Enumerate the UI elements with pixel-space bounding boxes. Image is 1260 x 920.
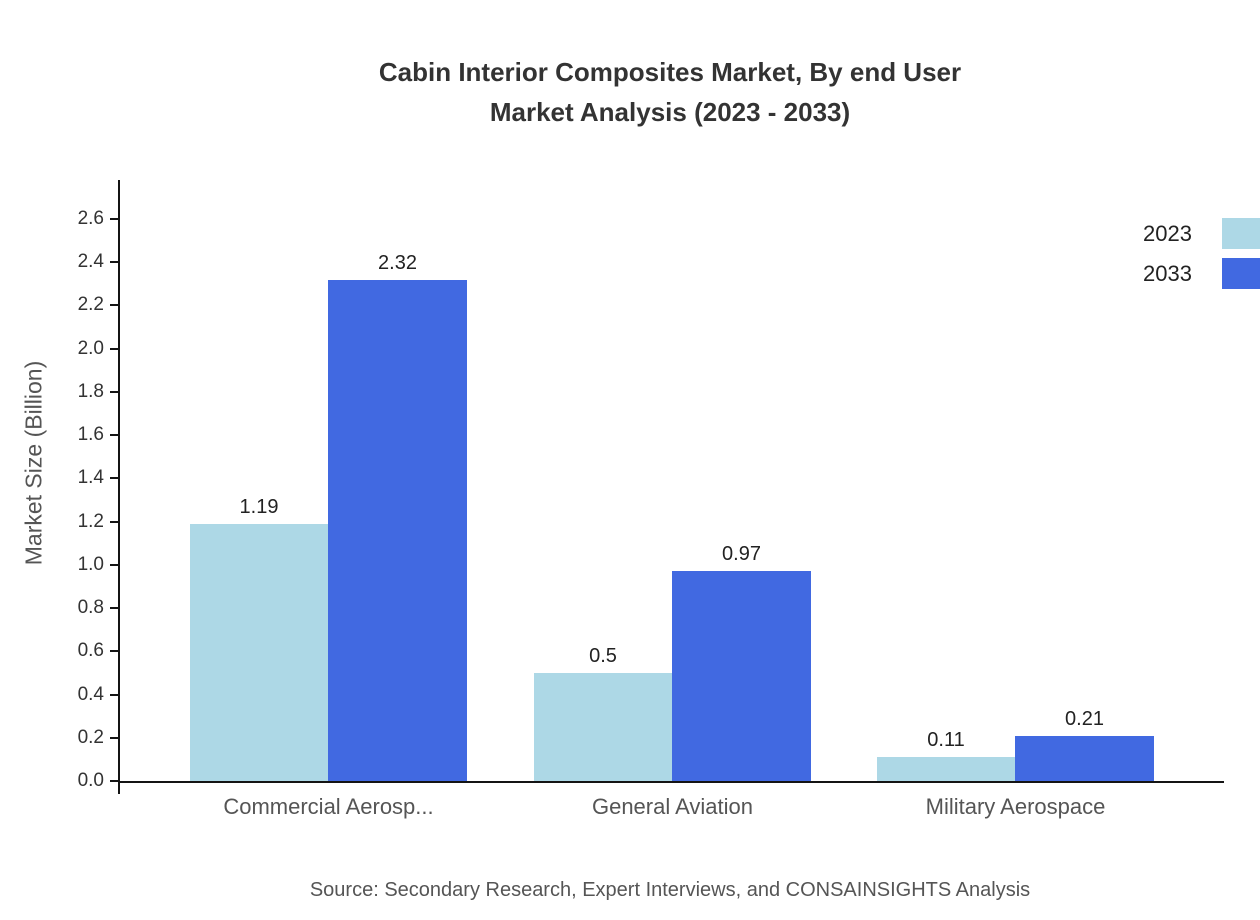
category-label: General Aviation: [591, 794, 754, 819]
bar-cell: 2.32: [328, 252, 467, 781]
x-axis-tick: [118, 781, 120, 794]
y-tick: [110, 390, 120, 393]
y-tick-label: 0.2: [77, 726, 104, 748]
y-tick-label: 2.6: [77, 208, 104, 229]
bar-cell: 1.19: [190, 496, 328, 781]
bar-value-label: 0.5: [589, 644, 617, 667]
legend: 2023 2033: [1143, 218, 1260, 289]
source-note: Source: Secondary Research, Expert Inter…: [309, 879, 1031, 901]
bar-cell: 0.21: [1015, 708, 1154, 781]
y-tick-label: 2.2: [77, 294, 104, 316]
category-label: Military Aerospace: [925, 794, 1106, 819]
y-tick-label: 1.8: [77, 380, 104, 402]
bar-cell: 0.5: [534, 645, 672, 781]
y-tick-label: 1.2: [77, 510, 104, 532]
y-tick: [110, 304, 120, 307]
y-tick: [110, 477, 120, 480]
y-tick-label: 2.0: [77, 337, 104, 359]
y-tick: [110, 347, 120, 350]
y-tick: [110, 520, 120, 523]
y-tick: [110, 261, 120, 264]
y-tick-label: 0.8: [77, 597, 104, 619]
bar-group: 0.11 0.21: [877, 180, 1154, 781]
y-tick: [110, 607, 120, 610]
bar-value-label: 1.19: [239, 495, 279, 518]
legend-row: 2023: [1143, 218, 1260, 249]
bar-2033: [672, 571, 811, 781]
y-tick: [110, 693, 120, 696]
plot-area: 0.0 0.2 0.4 0.6 0.8 1.0 1.2 1.4 1.6 1.8 2.0 2.2 2.4 2…: [78, 180, 1224, 819]
y-tick-label: 1.4: [77, 467, 104, 489]
chart-title-line2: Market Analysis (2023 - 2033): [489, 97, 851, 127]
y-tick: [110, 434, 120, 437]
legend-label: 2033: [1143, 260, 1192, 286]
y-tick-label: 1.6: [77, 424, 104, 446]
y-tick: [110, 736, 120, 739]
bar-cell: 0.11: [877, 729, 1015, 781]
y-tick: [110, 780, 120, 782]
y-tick: [110, 218, 120, 220]
bar-2023: [877, 757, 1015, 781]
y-tick-label: 0.6: [77, 640, 104, 662]
legend-swatch: [1222, 218, 1260, 249]
y-tick-label: 0.4: [77, 683, 104, 705]
bar-value-label: 0.97: [722, 543, 761, 566]
y-tick-label: 1.0: [77, 553, 104, 575]
bar-2033: [1015, 735, 1154, 781]
y-tick-label: 0.0: [77, 770, 104, 791]
bar-group: 0.5 0.97: [534, 180, 811, 781]
y-axis-label: Market Size (Billion): [20, 360, 47, 566]
y-tick: [110, 650, 120, 653]
chart-title-line1: Cabin Interior Composites Market, By end…: [378, 57, 962, 87]
legend-swatch: [1222, 258, 1260, 289]
bar-2023: [190, 523, 328, 781]
y-tick: [110, 563, 120, 566]
bar-2023: [534, 672, 672, 781]
chart-title: Cabin Interior Composites Market, By end…: [80, 52, 1260, 132]
bar-cell: 0.97: [672, 543, 811, 781]
bar-2033: [328, 279, 467, 781]
y-tick-label: 2.4: [77, 251, 104, 273]
bar-value-label: 0.11: [927, 729, 965, 752]
legend-label: 2023: [1143, 220, 1192, 246]
category-label: Commercial Aerosp...: [223, 794, 434, 819]
bar-value-label: 2.32: [378, 251, 417, 274]
legend-row: 2033: [1143, 258, 1260, 289]
bar-group: 1.19 2.32: [190, 180, 467, 781]
bar-value-label: 0.21: [1065, 707, 1104, 730]
